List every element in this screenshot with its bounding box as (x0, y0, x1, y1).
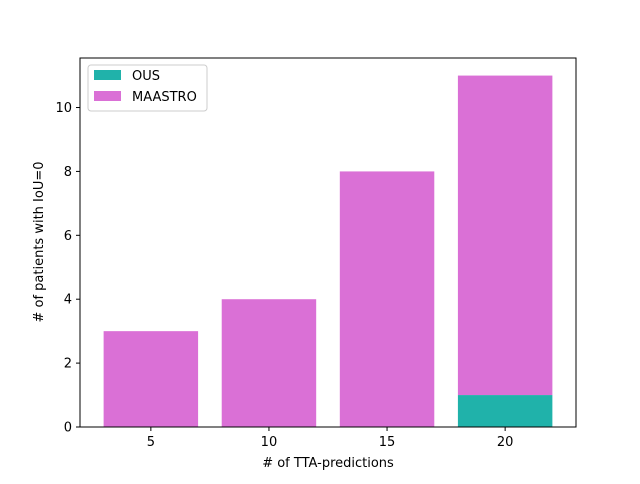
legend-label-ous: OUS (132, 69, 160, 84)
plot-frame (79, 57, 577, 428)
y-tick-label: 6 (64, 229, 72, 244)
legend-label-maastro: MAASTRO (132, 90, 197, 105)
y-tick-label: 10 (55, 101, 72, 116)
bar-maastro-5 (103, 331, 199, 427)
x-tick-label: 15 (379, 435, 396, 450)
y-axis-label: # of patients with IoU=0 (32, 161, 47, 322)
x-tick-label: 10 (261, 435, 278, 450)
bar-maastro-15 (339, 171, 435, 427)
y-tick-label: 4 (64, 293, 72, 308)
legend: OUS MAASTRO (87, 64, 208, 112)
x-axis-label: # of TTA-predictions (262, 456, 394, 471)
y-tick-label: 2 (64, 357, 72, 372)
x-tick-label: 5 (147, 435, 155, 450)
bar-maastro-20 (457, 75, 553, 396)
x-tick-label: 20 (497, 435, 514, 450)
axes-layer: 0 2 4 6 8 10 5 10 15 20 (55, 57, 577, 450)
y-tick-label: 8 (64, 165, 72, 180)
bar-maastro-10 (221, 299, 317, 427)
legend-swatch-maastro (94, 91, 121, 101)
bars-layer (103, 75, 553, 427)
y-tick-label: 0 (64, 421, 72, 436)
legend-swatch-ous (94, 70, 121, 80)
bar-ous-20 (457, 395, 553, 427)
